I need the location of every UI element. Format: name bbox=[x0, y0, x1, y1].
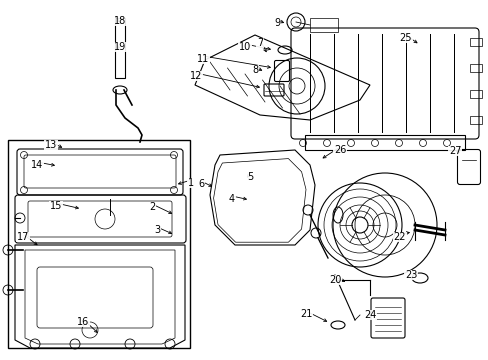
Text: 22: 22 bbox=[393, 232, 406, 242]
Bar bbox=[469, 64, 481, 72]
Text: 6: 6 bbox=[198, 179, 203, 189]
Text: 24: 24 bbox=[363, 310, 375, 320]
Bar bbox=[469, 90, 481, 98]
Bar bbox=[305, 135, 464, 150]
Text: 15: 15 bbox=[50, 201, 62, 211]
Text: 27: 27 bbox=[448, 146, 460, 156]
Text: 20: 20 bbox=[328, 275, 341, 285]
Text: 23: 23 bbox=[404, 270, 416, 280]
Text: 2: 2 bbox=[148, 202, 155, 212]
Text: 4: 4 bbox=[228, 194, 235, 204]
Text: 8: 8 bbox=[251, 65, 258, 75]
Text: 5: 5 bbox=[246, 172, 253, 182]
Text: 16: 16 bbox=[77, 317, 89, 327]
Bar bbox=[115, 18, 125, 78]
Text: 7: 7 bbox=[256, 38, 263, 48]
Text: 13: 13 bbox=[45, 140, 57, 150]
Bar bbox=[8, 140, 190, 348]
Text: 12: 12 bbox=[189, 71, 202, 81]
Text: 26: 26 bbox=[333, 145, 346, 155]
Bar bbox=[469, 38, 481, 46]
Text: 25: 25 bbox=[399, 33, 411, 43]
Text: 3: 3 bbox=[154, 225, 160, 235]
Text: 17: 17 bbox=[17, 232, 29, 242]
Bar bbox=[469, 116, 481, 124]
Text: 1: 1 bbox=[187, 178, 194, 188]
Text: 19: 19 bbox=[114, 42, 126, 52]
Text: 14: 14 bbox=[31, 160, 43, 170]
Text: 10: 10 bbox=[238, 42, 251, 52]
Text: 21: 21 bbox=[299, 309, 311, 319]
Bar bbox=[309, 18, 337, 32]
Text: 9: 9 bbox=[273, 18, 280, 28]
Text: 18: 18 bbox=[114, 16, 126, 26]
Text: 11: 11 bbox=[197, 54, 209, 64]
